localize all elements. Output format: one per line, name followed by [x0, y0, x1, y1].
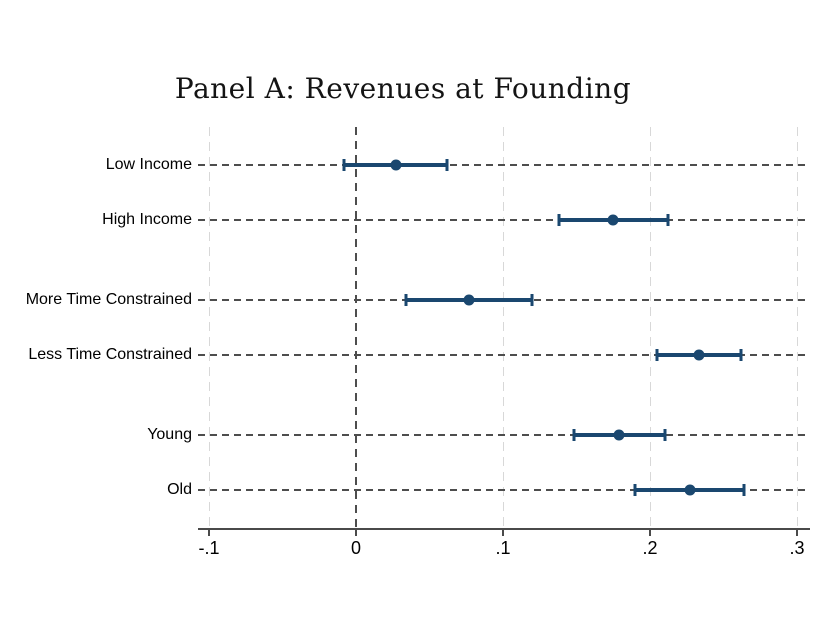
- zero-reference-line: [355, 127, 358, 528]
- ci-cap-low: [342, 159, 346, 172]
- ci-cap-high: [739, 349, 743, 362]
- ci-cap-high: [445, 159, 449, 172]
- x-axis-tick: [502, 530, 505, 536]
- plot-area: -.1 0 .1 .2 .3: [198, 127, 810, 558]
- point-estimate-marker: [693, 349, 705, 361]
- ci-cap-high: [666, 214, 670, 227]
- ci-cap-low: [404, 293, 408, 306]
- point-estimate-marker: [613, 429, 625, 441]
- x-axis-tick-label: .2: [642, 538, 658, 558]
- point-estimate-marker: [684, 484, 696, 496]
- x-axis-tick-label: .3: [789, 538, 805, 558]
- ci-cap-high: [530, 293, 534, 306]
- point-estimate-marker: [390, 159, 402, 171]
- x-axis-tick: [649, 530, 652, 536]
- vertical-gridline: [209, 127, 211, 528]
- x-axis-tick: [796, 530, 799, 536]
- category-gridline: [198, 164, 810, 167]
- category-label: Low Income: [105, 156, 192, 174]
- ci-cap-low: [572, 428, 576, 441]
- category-gridline: [198, 488, 810, 491]
- category-label: Old: [167, 480, 192, 498]
- category-gridline: [198, 219, 810, 222]
- x-axis-tick: [208, 530, 211, 536]
- category-label: Young: [147, 425, 192, 443]
- ci-cap-high: [742, 483, 746, 496]
- x-axis-tick-label: -.1: [198, 538, 220, 558]
- category-label: Less Time Constrained: [28, 346, 192, 364]
- x-axis-tick: [355, 530, 358, 536]
- ci-cap-low: [655, 349, 659, 362]
- chart-title: Panel A: Revenues at Founding: [174, 72, 632, 105]
- category-gridline: [198, 433, 810, 436]
- point-estimate-marker: [463, 294, 475, 306]
- category-gridline: [198, 354, 810, 357]
- vertical-gridline: [797, 127, 799, 528]
- x-axis-tick-label: 0: [351, 538, 362, 558]
- ci-cap-low: [633, 483, 637, 496]
- category-label: More Time Constrained: [25, 290, 192, 308]
- point-estimate-marker: [607, 214, 619, 226]
- vertical-gridline: [503, 127, 505, 528]
- category-label: High Income: [102, 211, 192, 229]
- vertical-gridline: [650, 127, 652, 528]
- ci-cap-low: [557, 214, 561, 227]
- x-axis-tick-label: .1: [495, 538, 511, 558]
- ci-cap-high: [663, 428, 667, 441]
